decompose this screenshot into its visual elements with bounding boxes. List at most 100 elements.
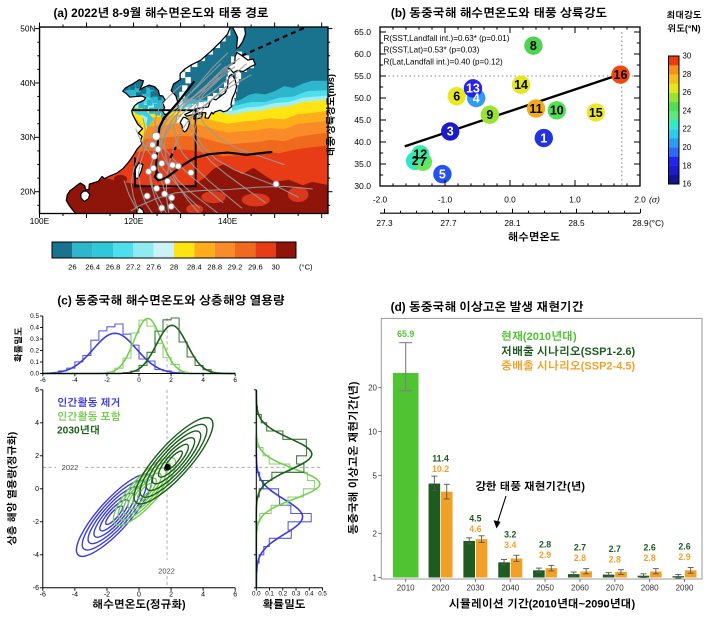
cool-cell <box>135 82 141 89</box>
bar-y-tick-label: 1 <box>373 574 378 582</box>
joint-density-contour <box>139 423 208 498</box>
sst-colorbar-tick: 26 <box>68 264 76 272</box>
sst-colorbar-tick: 27.2 <box>126 264 141 272</box>
typhoon-period-label-orange: 2.8 <box>644 554 656 563</box>
typhoon-position-dot <box>169 161 177 169</box>
sst-colorbar-tick: 27.6 <box>146 264 161 272</box>
typhoon-point-circle-1 <box>534 128 553 148</box>
masked-sst-cell <box>184 65 191 72</box>
main-ticks <box>39 389 236 591</box>
typhoon-position-dot <box>156 172 164 180</box>
typhoon-period-label-green: 4.5 <box>469 514 481 523</box>
latitude-colorbar-title: 최대강도 <box>666 10 701 20</box>
density-axis-label-right: 확률밀도 <box>262 598 305 611</box>
latitude-colorbar-tick: 16 <box>683 181 692 189</box>
joint-density-contour <box>145 430 202 492</box>
main-x-tick-label: -4 <box>72 592 78 599</box>
typhoon-point-circle-9 <box>480 105 500 124</box>
typhoon-track <box>172 63 243 209</box>
typhoon-period-label: 65.9 <box>397 330 414 339</box>
correlation-stats-line: R(Lat,Landfall int.)=0.40 (p=0.12) <box>384 58 504 66</box>
bar-ssp245 <box>475 539 488 578</box>
main-track-dashed <box>169 146 177 159</box>
bar-y-tick-label: 10 <box>368 428 377 436</box>
typhoon-position-dot <box>161 190 169 198</box>
density-tick-label: 0.1 <box>30 359 39 366</box>
cool-cell <box>157 100 163 107</box>
bar-ssp245 <box>545 568 558 578</box>
latitude-colorbar-tick: 24 <box>683 107 692 115</box>
typhoon-position-dot <box>143 192 151 200</box>
joint-density-contour <box>104 505 124 526</box>
cool-cell <box>142 104 149 112</box>
main-y-tick-label: 0 <box>35 486 39 493</box>
sst-colorbar-cell <box>153 242 174 258</box>
intensity-tick-label: 30.0 <box>354 182 371 191</box>
joint-density-contour <box>87 486 141 545</box>
density-axis-label-top: 확률밀도 <box>14 327 24 362</box>
bar-x-tick-label: 2020 <box>432 585 450 593</box>
marginal-right-ticks <box>253 389 323 591</box>
bar-y-tick-label: 20 <box>368 384 377 392</box>
main-y-tick-label: -6 <box>33 585 39 592</box>
masked-sst-cell <box>235 72 242 80</box>
main-x-tick-label: -6 <box>40 592 46 599</box>
latitude-colorbar-tick: 26 <box>683 89 692 97</box>
bar-ssp126 <box>463 540 475 578</box>
typhoon-point-circle-10 <box>547 101 566 120</box>
sst-colorbar-tick: 28.8 <box>207 264 222 272</box>
main-x-tick-label: 2 <box>169 592 173 599</box>
bar-x-tick-label: 2080 <box>641 585 659 593</box>
sst-colorbar-cell <box>92 242 113 258</box>
latitude-colorbar-tick: 30 <box>683 53 692 61</box>
typhoon-period-label-orange: 2.8 <box>574 554 586 563</box>
typhoon-position-dot <box>158 159 166 167</box>
joint-density-contour <box>112 456 177 526</box>
annotation-arrow-head <box>493 520 501 529</box>
main-track-dashed <box>241 27 306 57</box>
latitude-colorbar-tick: 22 <box>683 126 692 134</box>
typhoon-point-number: 2 <box>412 155 419 168</box>
simulation-axis-label: 시뮬레이션 기간(2010년대~2090년대) <box>449 598 636 611</box>
latitude-colorbar-cell <box>668 156 679 166</box>
landmass <box>231 27 247 50</box>
map-frame <box>38 26 329 215</box>
typhoon-point-circle-11 <box>526 99 546 118</box>
warm-blob <box>93 178 118 191</box>
bar-ticks <box>378 387 685 582</box>
sst-colorbar-cell <box>194 242 215 258</box>
typhoon-period-label-orange: 4.6 <box>469 525 481 534</box>
intensity-tick-label: 55.0 <box>354 72 371 81</box>
sst-colorbar-cell <box>214 242 235 258</box>
red-hole <box>186 204 204 214</box>
typhoon-point-number: 5 <box>439 168 446 181</box>
ohc-histogram <box>256 438 316 531</box>
scatter-ticks <box>379 27 641 187</box>
typhoon-period-label-orange: 10.2 <box>432 465 449 474</box>
masked-sst-cell <box>231 56 237 63</box>
typhoon-position-dot <box>163 177 171 185</box>
typhoon-position-dot <box>149 164 157 172</box>
celsius-tick-label: 28.5 <box>568 219 585 228</box>
typhoon-point-number: 8 <box>530 40 537 53</box>
masked-sst-cell <box>185 77 191 84</box>
latitude-colorbar-cell <box>668 174 679 185</box>
latitude-colorbar-cell <box>668 101 679 112</box>
joint-density-contour <box>99 498 130 532</box>
cool-cell <box>156 93 162 101</box>
typhoon-period-label-orange: 2.8 <box>609 555 621 564</box>
density-tick-label-r: 0.2 <box>278 592 287 598</box>
sst-norm-axis-label: 해수면온도(정규화) <box>92 598 186 611</box>
latitude-colorbar-tick: 20 <box>683 144 692 152</box>
sst-colorbar-cell <box>235 242 256 258</box>
sst-colorbar: 26 26.4 26.8 27.2 27.6 28 28.4 28.8 29.2 29.6 30 (°… <box>51 241 313 272</box>
masked-sst-cell <box>198 102 204 109</box>
typhoon-point-number: 16 <box>614 69 628 82</box>
typhoon-track <box>130 117 146 212</box>
sst-colorbar-cell <box>113 242 134 258</box>
latitude-colorbar-cell <box>668 165 679 176</box>
panel-a-title: (a) 2022년 8-9월 해수면온도와 태풍 경로 <box>53 6 268 20</box>
sst-colorbar-tick: 29.6 <box>248 264 263 272</box>
latitude-colorbar-part <box>668 55 680 185</box>
